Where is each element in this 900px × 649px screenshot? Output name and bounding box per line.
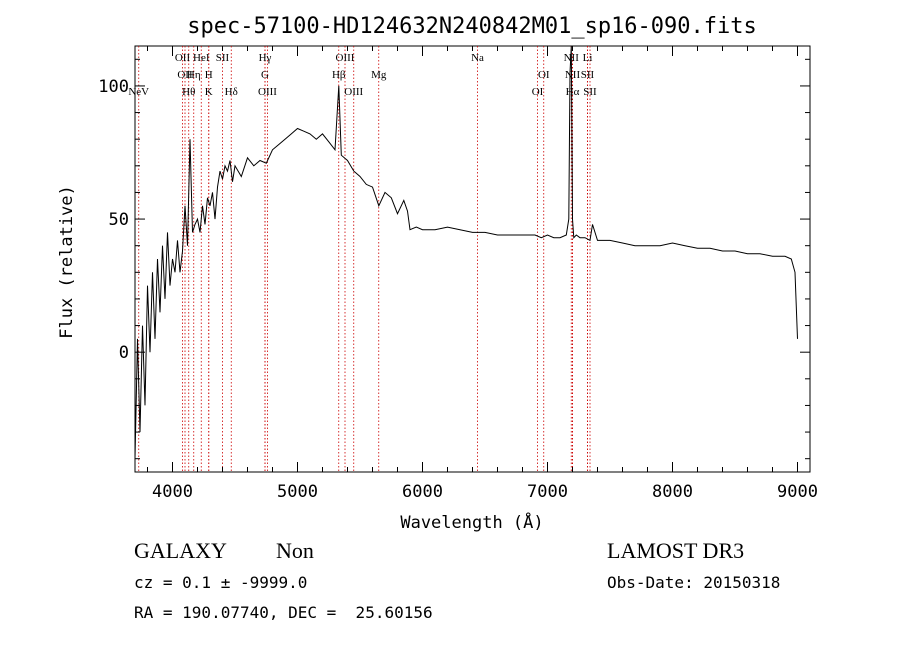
class-label: GALAXY <box>134 538 227 563</box>
line-label: NII <box>565 69 581 81</box>
line-label: Hη <box>187 69 201 81</box>
line-label: Na <box>471 52 484 64</box>
plot-frame <box>134 45 811 473</box>
line-label: Li <box>583 52 593 64</box>
line-label: NeV <box>128 86 149 98</box>
chart-title: spec-57100-HD124632N240842M01_sp16-090.f… <box>187 14 757 39</box>
line-label: Hγ <box>259 52 272 64</box>
axes-frame <box>134 45 811 473</box>
line-label: Hθ <box>182 86 195 98</box>
spectrum-series <box>134 45 798 459</box>
x-tick-label: 7000 <box>527 482 568 502</box>
line-label: Hβ <box>332 69 346 81</box>
obs-date: Obs-Date: 20150318 <box>607 573 781 592</box>
y-tick-label: 50 <box>109 210 129 230</box>
x-tick-label: 6000 <box>402 482 443 502</box>
axis-ticks: 4000 5000 6000 7000 8000 9000 0 50 100 <box>98 46 818 502</box>
spectrum-line <box>134 45 798 459</box>
line-label: OI <box>532 86 544 98</box>
line-label: SII <box>583 86 597 98</box>
line-label: OI <box>538 69 550 81</box>
line-label: SII <box>581 69 595 81</box>
line-label: OII <box>177 69 193 81</box>
line-label: Mg <box>371 69 387 81</box>
x-tick-label: 8000 <box>652 482 693 502</box>
radec-line: RA = 190.07740, DEC = 25.60156 <box>134 603 433 622</box>
y-tick-label: 0 <box>119 343 129 363</box>
line-label: OII <box>175 52 191 64</box>
survey-label: LAMOST DR3 <box>607 538 745 563</box>
line-label: Hδ <box>225 86 238 98</box>
y-axis-label: Flux (relative) <box>57 185 77 339</box>
cz-line: cz = 0.1 ± -9999.0 <box>134 573 308 592</box>
line-label: OIII <box>258 86 277 98</box>
y-tick-label: 100 <box>98 77 129 97</box>
line-label: Hα <box>566 86 580 98</box>
line-label: HeI <box>193 52 210 64</box>
line-label: OIII <box>336 52 355 64</box>
x-tick-label: 4000 <box>152 482 193 502</box>
line-label: OIII <box>344 86 363 98</box>
subclass-label: Non <box>276 538 314 563</box>
x-axis-label: Wavelength (Å) <box>400 511 543 533</box>
line-label: H <box>205 69 213 81</box>
line-label: G <box>261 69 269 81</box>
emission-line-labels: NeV OII OII Hθ Hη HeI HK SII Hδ Hγ G OIII OIII Hβ OIII… <box>128 52 597 98</box>
line-label: SII <box>216 52 230 64</box>
x-tick-label: 9000 <box>777 482 818 502</box>
emission-line-markers <box>138 46 591 472</box>
x-tick-label: 5000 <box>277 482 318 502</box>
line-label: K <box>205 86 213 98</box>
